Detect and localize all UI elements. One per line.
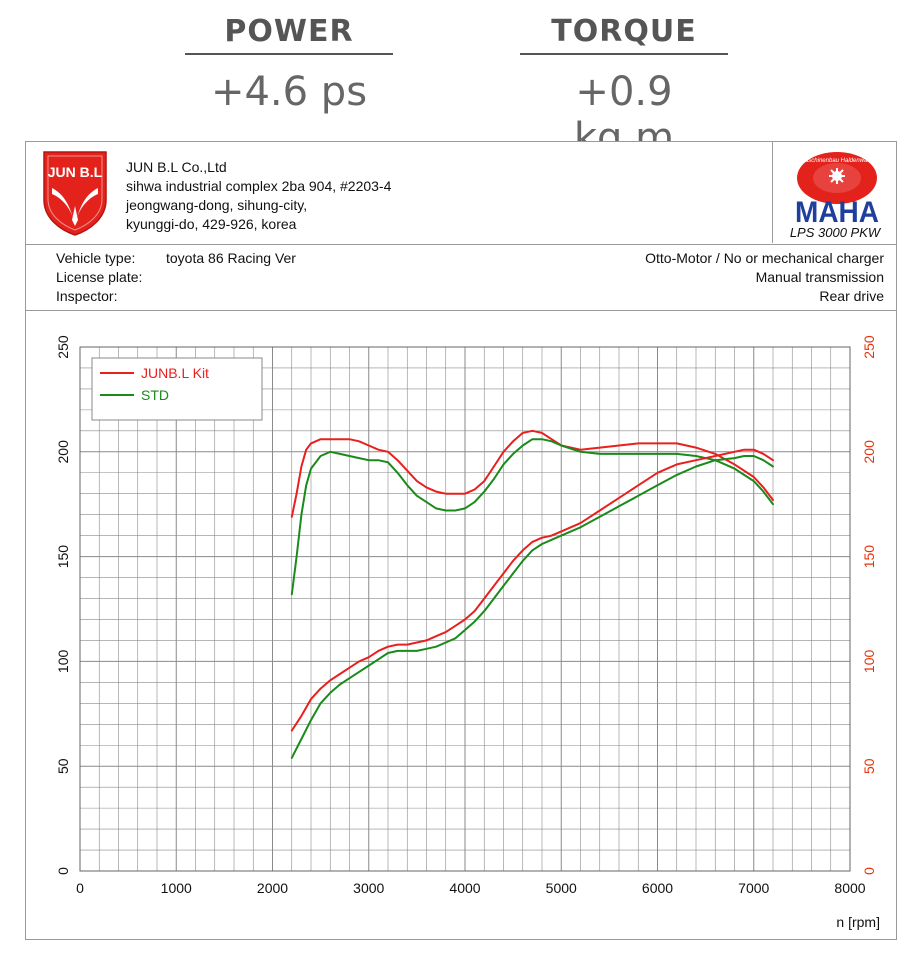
x-tick-label: 2000 — [257, 880, 288, 896]
y-tick-label-left: 250 — [55, 335, 71, 359]
transmission-type: Manual transmission — [755, 269, 884, 285]
y-tick-label-left: 200 — [55, 440, 71, 464]
torque-label: TORQUE — [520, 14, 728, 55]
company-address-line-1: sihwa industrial complex 2ba 904, #2203-… — [126, 178, 392, 194]
company-address-line-3: kyunggi-do, 429-926, korea — [126, 216, 297, 232]
series-line-kit-power — [290, 448, 774, 732]
y-tick-label-left: 100 — [55, 650, 71, 674]
y-tick-label-right: 50 — [861, 758, 877, 774]
report-header: JUN B.L JUN B.L Co.,Ltd sihwa industrial… — [26, 142, 896, 245]
y-tick-label-right: 200 — [861, 440, 877, 464]
power-gain-value: +4.6 ps — [210, 69, 368, 115]
x-tick-label: 3000 — [353, 880, 384, 896]
x-tick-label: 0 — [76, 880, 84, 896]
engine-type: Otto-Motor / No or mechanical charger — [645, 250, 884, 266]
series-line-kit-torque — [290, 429, 774, 518]
vehicle-info: Vehicle type: toyota 86 Racing Ver Licens… — [26, 244, 896, 311]
company-address-line-2: jeongwang-dong, sihung-city, — [126, 197, 308, 213]
y-tick-label-left: 0 — [55, 867, 71, 875]
x-tick-label: 1000 — [161, 880, 192, 896]
vehicle-type-label: Vehicle type: — [56, 250, 136, 266]
x-tick-label: 8000 — [834, 880, 865, 896]
legend-box — [91, 357, 263, 421]
x-tick-label: 7000 — [738, 880, 769, 896]
vehicle-info-right: Otto-Motor / No or mechanical charger Ma… — [645, 249, 884, 306]
y-tick-label-left: 50 — [55, 758, 71, 774]
x-tick-label: 6000 — [642, 880, 673, 896]
junbl-logo-text: JUN B.L — [48, 164, 103, 180]
vehicle-info-left: Vehicle type: toyota 86 Racing Ver Licens… — [56, 249, 296, 306]
junbl-logo: JUN B.L — [43, 151, 107, 236]
company-info: JUN B.L Co.,Ltd sihwa industrial complex… — [126, 158, 391, 234]
drive-type: Rear drive — [819, 288, 884, 304]
x-axis-label: n [rpm] — [836, 914, 880, 930]
series-line-std-power — [290, 455, 774, 759]
dyno-model: LPS 3000 PKW — [789, 225, 881, 240]
power-label: POWER — [185, 14, 393, 55]
maha-brand-box: Maschinenbau Haldenwang MAHA LPS 3000 PK… — [772, 142, 897, 243]
legend-label: JUNB.L Kit — [141, 365, 209, 381]
legend-label: STD — [141, 387, 169, 403]
x-tick-label: 4000 — [449, 880, 480, 896]
license-plate-label: License plate: — [56, 269, 143, 285]
vehicle-type-value: toyota 86 Racing Ver — [166, 250, 296, 266]
power-summary: POWER +4.6 ps — [185, 14, 393, 115]
inspector-label: Inspector: — [56, 288, 118, 304]
plot-area-border — [79, 346, 851, 872]
dyno-report: JUN B.L JUN B.L Co.,Ltd sihwa industrial… — [25, 141, 897, 940]
x-tick-label: 5000 — [546, 880, 577, 896]
maha-logo: Maschinenbau Haldenwang MAHA — [795, 152, 879, 226]
series-line-std-torque — [290, 438, 774, 596]
y-tick-label-right: 100 — [861, 650, 877, 674]
y-tick-label-right: 150 — [861, 545, 877, 569]
y-tick-label-right: 250 — [861, 335, 877, 359]
maha-ring-text: Maschinenbau Haldenwang — [800, 158, 875, 164]
y-tick-label-left: 150 — [55, 545, 71, 569]
maha-brand-text: MAHA — [795, 196, 879, 226]
company-name: JUN B.L Co.,Ltd — [126, 159, 227, 175]
y-tick-label-right: 0 — [861, 867, 877, 875]
